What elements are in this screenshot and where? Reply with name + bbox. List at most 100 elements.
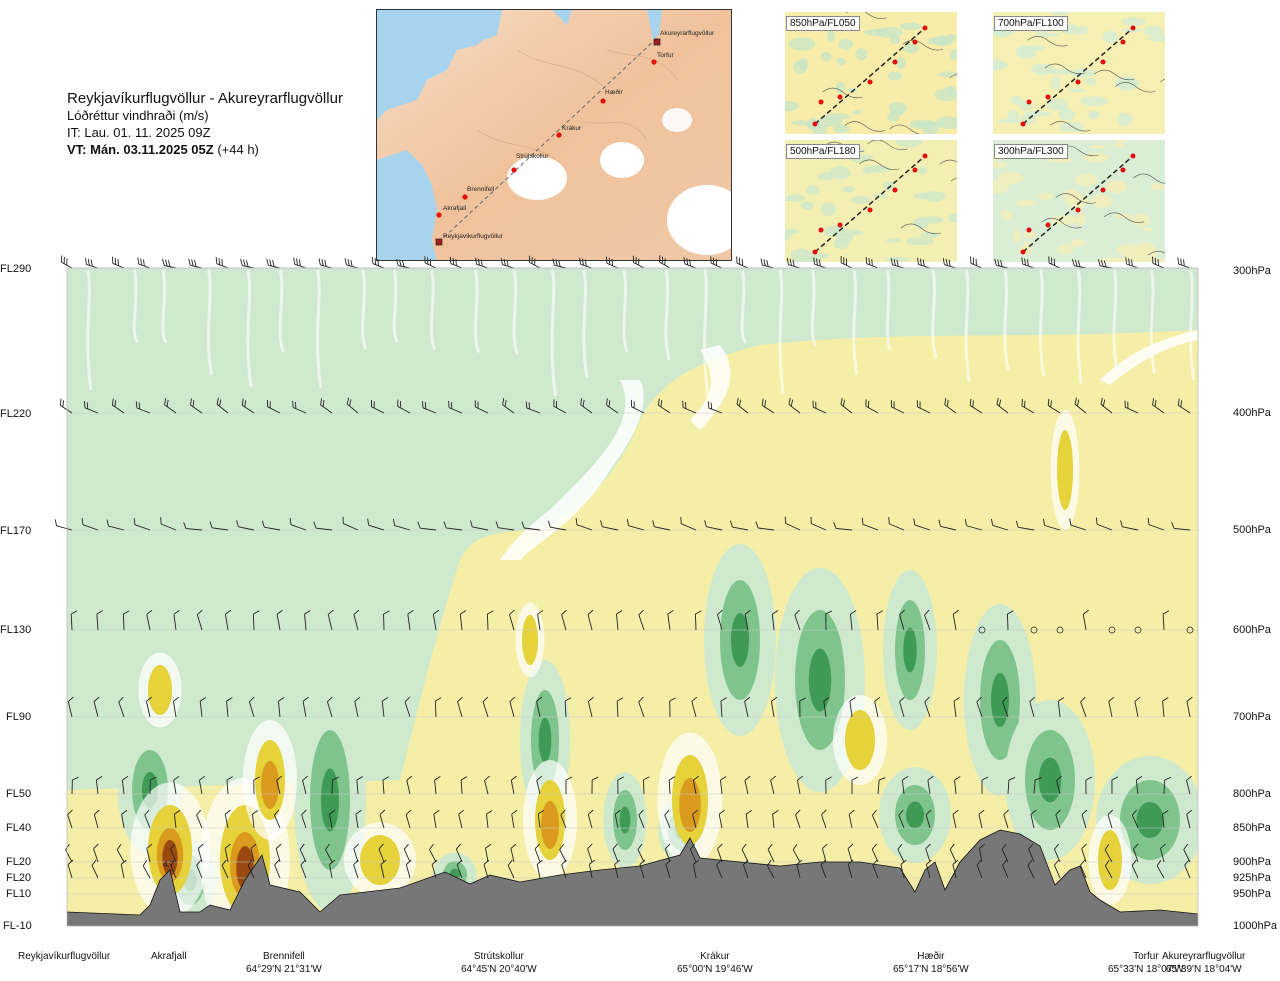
thumb-coastline [1104,212,1145,223]
wind-barb-shaft [914,524,931,531]
thumbnail-300hpa[interactable]: 300hPa/FL300 [993,140,1165,262]
wind-barb-shaft [86,264,99,269]
wind-barb [1030,809,1037,829]
wind-barb-shaft [276,780,281,795]
wind-barb [1162,810,1169,829]
wind-barb-feather [1102,399,1106,407]
wind-barb [1002,859,1009,879]
thumb-field-patch [852,109,861,115]
wind-barb-feather [1054,859,1060,866]
wind-barb [325,843,333,863]
wind-barb-shaft [173,814,177,829]
pressure-level-label: 400hPa [1233,407,1271,419]
wind-barb-feather [888,517,890,524]
pressure-level-label: 900hPa [1233,856,1271,868]
wind-barb-feather [356,776,363,781]
wind-barb-shaft [970,262,983,269]
wind-barb-shaft [1021,405,1035,414]
wind-barb-feather [893,401,895,409]
wind-barb-feather [197,609,203,616]
thumb-field-patch [862,166,874,175]
wind-barb [344,258,359,269]
wind-barb-feather [93,843,99,850]
wind-barb-shaft [771,614,775,631]
wind-barb-feather [871,843,877,850]
wind-barb-shaft [821,848,827,863]
wind-barb-shaft [173,614,177,631]
wind-barb-feather [191,259,194,267]
wind-barb-shaft [668,779,671,795]
wind-barb-feather [397,399,399,407]
wind-barb [61,255,73,269]
wind-barb-shaft [292,407,307,414]
wind-barb [897,843,905,863]
wind-barb [199,697,207,718]
thumb-waypoint-marker [812,121,818,127]
wind-barb-shaft [976,701,983,718]
thumb-field-patch [1022,231,1036,239]
wind-barb [226,697,233,718]
wind-barb-shaft [170,848,177,863]
wind-barb [224,609,232,631]
wind-barb [614,859,621,879]
wind-barb [772,810,779,829]
field-streak [885,269,892,352]
wind-barb [326,696,333,718]
wind-barb-feather [1027,859,1033,866]
wind-barb-feather [639,859,646,865]
wind-barb-shaft [720,701,723,718]
wind-barb [486,610,494,631]
thumbnail-850hpa[interactable]: 850hPa/FL050 [785,12,957,134]
wind-barb-feather [588,696,594,702]
issue-time: IT: Lau. 01. 11. 2025 09Z [67,125,211,140]
wind-barb-feather [919,401,921,409]
wind-barb-shaft [716,864,723,879]
thumb-field-patch [791,120,811,126]
wind-barb-shaft [446,527,463,531]
waypoint-name: Akureyrarflugvöllur [1162,951,1246,962]
field-background [67,268,1198,926]
wind-barb [587,843,593,863]
field-streak [361,269,368,350]
wind-barb-feather [744,696,751,702]
wind-barb-feather [304,610,311,615]
wind-barb-feather [1177,257,1180,265]
wind-barb [849,610,857,631]
wind-barb-feather [720,697,727,702]
wind-barb-shaft [925,814,931,829]
wind-barb-shaft [1163,779,1166,795]
wind-barb-shaft [1096,523,1113,531]
wind-barb [810,516,827,531]
wind-barb-shaft [329,814,333,829]
wind-barb-shaft [224,814,229,829]
wind-barb [190,398,203,414]
wind-barb-shaft [405,864,411,879]
thumbnail-500hpa[interactable]: 500hPa/FL180 [785,140,957,262]
wind-barb-feather [575,517,578,525]
thumb-waypoint-marker [1130,25,1136,31]
thumbnail-700hpa[interactable]: 700hPa/FL100 [993,12,1165,134]
thumb-coastline [949,73,957,79]
wind-barb-shaft [1174,528,1191,531]
thumb-field-patch [1105,180,1128,194]
thumb-field-patch [786,194,806,202]
waypoint-marker [462,194,468,200]
wind-barb-feather [582,399,585,407]
wind-barb-shaft [524,527,541,531]
thumb-route-line [814,155,926,253]
pressure-level-label: 800hPa [1233,788,1271,800]
wind-barb [767,843,775,863]
wind-barb [890,400,905,414]
wind-barb [820,859,827,879]
wind-barb [899,609,905,631]
wind-barb [209,521,229,531]
wind-barb [876,610,884,631]
wind-barb [474,400,489,414]
wind-barb [925,809,932,829]
thumb-waypoint-marker [812,249,818,255]
wind-barb-shaft [606,404,619,414]
wind-barb-shaft [1162,814,1165,829]
wind-barb-shaft [614,864,619,879]
map-label-akrafjall: Akrafjall [443,205,467,212]
thumb-field-patch [1015,45,1036,58]
